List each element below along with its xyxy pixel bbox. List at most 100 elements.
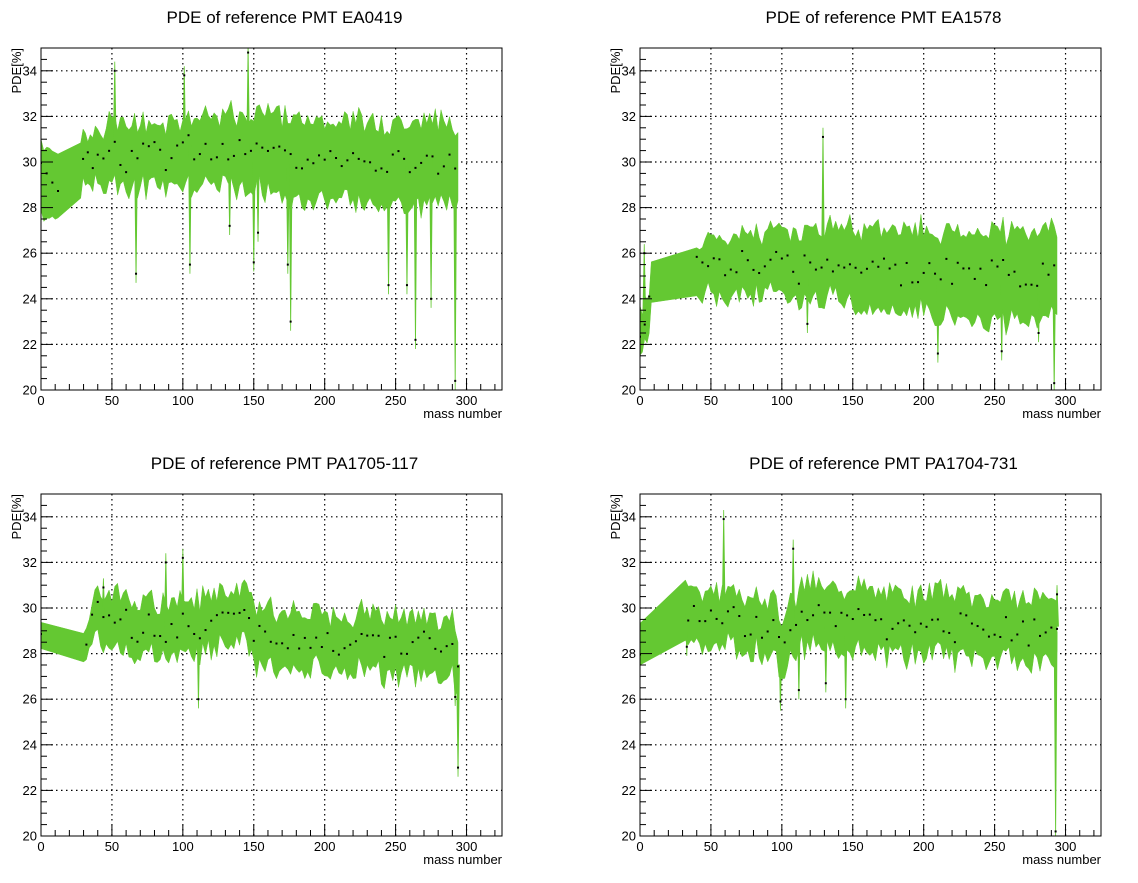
data-point	[428, 637, 431, 640]
data-point	[371, 634, 374, 637]
data-point	[113, 621, 116, 624]
outlier-spike	[413, 162, 418, 349]
outlier-point	[405, 284, 408, 287]
data-point	[741, 250, 744, 253]
outlier-point	[228, 224, 231, 227]
y-tick-label: 30	[622, 155, 636, 170]
outlier-point	[289, 320, 292, 323]
data-point	[1044, 631, 1047, 634]
data-point	[238, 139, 241, 142]
data-point	[405, 652, 408, 655]
data-point	[976, 625, 979, 628]
x-tick-label: 300	[1055, 393, 1077, 408]
outlier-spike	[642, 244, 647, 322]
data-point	[170, 623, 173, 626]
data-point	[318, 154, 321, 157]
data-point	[91, 613, 94, 616]
data-point	[965, 614, 968, 617]
data-point	[877, 265, 880, 268]
data-point	[269, 640, 272, 643]
data-point	[1039, 634, 1042, 637]
chart-title-3: PDE of reference PMT PA1705-117	[150, 454, 419, 473]
data-point	[880, 618, 883, 621]
data-point	[187, 134, 190, 137]
x-tick-label: 50	[105, 393, 119, 408]
outlier-spike	[453, 168, 458, 390]
data-point	[786, 254, 789, 257]
data-point	[1010, 639, 1013, 642]
data-point	[221, 611, 224, 614]
outlier-spike	[1053, 631, 1058, 836]
data-point	[320, 645, 323, 648]
x-tick-label: 250	[984, 839, 1006, 854]
data-point	[255, 142, 258, 145]
y-tick-label: 32	[23, 555, 37, 570]
data-point	[648, 295, 651, 298]
y-tick-label: 28	[23, 200, 37, 215]
y-tick-label: 24	[23, 291, 37, 306]
data-point	[970, 622, 973, 625]
data-point	[130, 636, 133, 639]
y-tick-label: 32	[622, 109, 636, 124]
data-point	[956, 261, 959, 264]
data-point	[96, 600, 99, 603]
data-point	[724, 274, 727, 277]
data-point	[354, 640, 357, 643]
data-point	[919, 622, 922, 625]
data-point	[795, 623, 798, 626]
data-point	[979, 267, 982, 270]
data-point	[383, 655, 386, 658]
data-point	[1036, 284, 1039, 287]
data-point	[159, 635, 162, 638]
data-point	[899, 284, 902, 287]
y-tick-label: 20	[622, 383, 636, 398]
data-point	[249, 149, 252, 152]
data-point	[346, 159, 349, 162]
data-point	[905, 261, 908, 264]
y-axis-label: PDE[%]	[9, 48, 24, 94]
outlier-point	[102, 586, 105, 589]
outlier-point	[454, 695, 457, 698]
data-point	[125, 608, 128, 611]
y-tick-label: 26	[622, 692, 636, 707]
chart-panel-3: PDE of reference PMT PA1705-117 0 50 100 15…	[0, 446, 569, 883]
outlier-point	[197, 698, 200, 701]
data-point	[136, 157, 139, 160]
data-point	[939, 278, 942, 281]
data-point	[275, 642, 278, 645]
data-point	[329, 150, 332, 153]
x-tick-label: 150	[243, 839, 265, 854]
y-tick-label: 32	[23, 109, 37, 124]
data-point	[283, 149, 286, 152]
data-point	[848, 263, 851, 266]
outlier-spike	[721, 509, 726, 617]
chart-title-2: PDE of reference PMT EA1578	[765, 8, 1002, 27]
data-point	[57, 189, 60, 192]
grid	[41, 48, 502, 390]
data-point	[85, 643, 88, 646]
data-point	[238, 611, 241, 614]
data-point	[366, 634, 369, 637]
outlier-spike	[163, 553, 168, 633]
data-point	[945, 257, 948, 260]
x-axis-label: mass number	[1022, 406, 1101, 421]
outlier-point	[1053, 382, 1056, 385]
grid	[640, 48, 1101, 390]
outlier-spike	[821, 127, 825, 270]
data-point	[698, 620, 701, 623]
data-point	[369, 161, 372, 164]
data-point	[204, 629, 207, 632]
outlier-spike	[823, 619, 828, 693]
x-tick-label: 50	[105, 839, 119, 854]
data-point	[800, 610, 803, 613]
y-tick-label: 20	[622, 829, 636, 844]
outlier-point	[685, 645, 688, 648]
data-point	[812, 614, 815, 617]
data-point	[746, 259, 749, 262]
data-point	[448, 153, 451, 156]
data-point	[704, 620, 707, 623]
data-point	[1002, 258, 1005, 261]
data-point	[826, 258, 829, 261]
data-point	[962, 267, 965, 270]
data-point	[769, 258, 772, 261]
